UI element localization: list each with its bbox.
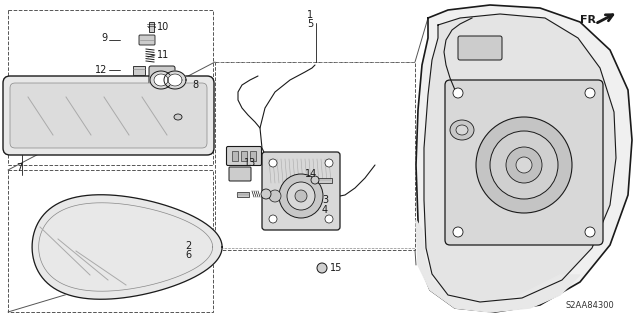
Bar	[232, 151, 238, 161]
FancyBboxPatch shape	[262, 152, 340, 230]
Text: 6: 6	[185, 250, 191, 260]
FancyBboxPatch shape	[3, 76, 214, 155]
Ellipse shape	[269, 215, 277, 223]
Ellipse shape	[325, 215, 333, 223]
FancyBboxPatch shape	[227, 146, 262, 166]
Bar	[215, 62, 415, 250]
Ellipse shape	[450, 120, 474, 140]
Text: 3: 3	[322, 195, 328, 205]
FancyBboxPatch shape	[229, 167, 251, 181]
Ellipse shape	[317, 263, 327, 273]
Bar	[8, 170, 213, 312]
Text: 9: 9	[101, 33, 107, 43]
Bar	[149, 22, 154, 32]
Polygon shape	[416, 5, 632, 312]
Text: 13: 13	[244, 158, 256, 168]
Bar	[237, 192, 249, 197]
FancyBboxPatch shape	[445, 80, 603, 245]
Text: 15: 15	[330, 263, 342, 273]
Polygon shape	[154, 74, 168, 86]
Text: 14: 14	[305, 169, 317, 179]
Polygon shape	[424, 14, 616, 302]
Bar	[133, 66, 145, 75]
Ellipse shape	[490, 131, 558, 199]
Text: 1: 1	[307, 10, 313, 20]
Text: S2AA84300: S2AA84300	[565, 300, 614, 309]
Text: FR.: FR.	[580, 15, 600, 25]
Ellipse shape	[295, 190, 307, 202]
Ellipse shape	[456, 125, 468, 135]
Text: 2: 2	[185, 241, 191, 251]
Ellipse shape	[453, 227, 463, 237]
Ellipse shape	[585, 88, 595, 98]
FancyBboxPatch shape	[149, 66, 175, 88]
Ellipse shape	[261, 189, 271, 199]
Text: 10: 10	[157, 22, 169, 32]
Text: 7: 7	[16, 163, 22, 173]
Ellipse shape	[506, 147, 542, 183]
Bar	[318, 178, 332, 183]
Polygon shape	[416, 220, 580, 312]
Text: 8: 8	[192, 80, 198, 90]
Polygon shape	[150, 71, 172, 89]
Ellipse shape	[311, 176, 319, 184]
Bar	[250, 151, 256, 161]
Text: 4: 4	[322, 205, 328, 215]
Ellipse shape	[269, 159, 277, 167]
FancyBboxPatch shape	[10, 83, 207, 148]
Bar	[241, 151, 247, 161]
Ellipse shape	[453, 88, 463, 98]
Polygon shape	[32, 195, 222, 299]
Ellipse shape	[287, 182, 315, 210]
Ellipse shape	[476, 117, 572, 213]
Ellipse shape	[516, 157, 532, 173]
Ellipse shape	[174, 114, 182, 120]
Ellipse shape	[269, 190, 281, 202]
Ellipse shape	[325, 159, 333, 167]
Text: 11: 11	[157, 50, 169, 60]
Text: 12: 12	[95, 65, 107, 75]
Bar	[8, 10, 213, 165]
Polygon shape	[164, 71, 186, 89]
Text: 5: 5	[307, 19, 313, 29]
Ellipse shape	[279, 174, 323, 218]
FancyBboxPatch shape	[139, 35, 155, 45]
Ellipse shape	[585, 227, 595, 237]
FancyBboxPatch shape	[458, 36, 502, 60]
Polygon shape	[168, 74, 182, 86]
